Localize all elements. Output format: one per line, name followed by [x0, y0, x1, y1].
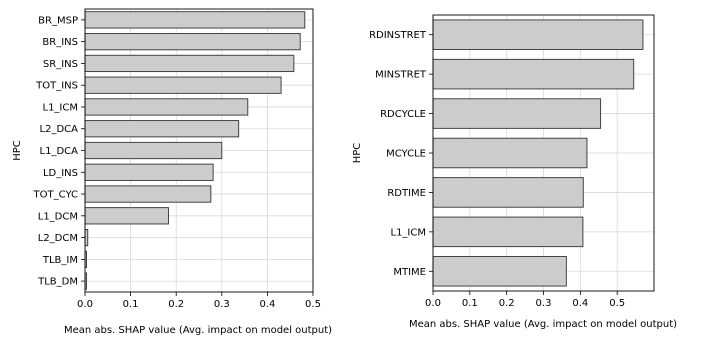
- bar-br-ins: [84, 33, 301, 51]
- y-tick-label: MINSTRET: [375, 70, 427, 81]
- bar-sr-ins: [84, 54, 295, 73]
- bar-minstret: [432, 58, 635, 90]
- bar-l1-icm: [432, 216, 584, 248]
- y-tick-label: L1_ICM: [391, 227, 427, 238]
- y-tick-label: SR_INS: [43, 59, 78, 70]
- x-tick-label: 0.1: [462, 298, 478, 309]
- y-tick-label: L1_ICM: [43, 102, 79, 113]
- y-tick-label: LD_INS: [43, 168, 78, 179]
- bar-tot-ins: [84, 76, 282, 94]
- bar-rdinstret: [432, 19, 644, 50]
- y-tick-label: BR_MSP: [38, 15, 78, 26]
- y-tick-label: TLB_IM: [42, 255, 78, 266]
- bar-l1-dca: [84, 141, 223, 160]
- bar-br-msp: [84, 11, 306, 29]
- axes-frame: [84, 8, 314, 293]
- x-tick-label: 0.0: [425, 298, 441, 309]
- x-tick-label: 0.3: [536, 298, 552, 309]
- bar-rdtime: [432, 177, 584, 208]
- y-tick-label: L2_DCM: [38, 233, 78, 244]
- y-tick-label: MTIME: [393, 267, 426, 278]
- shap-chart-right: RDINSTRET MINSTRET RDCYCLE MCYCLE RDTIME L1_I…: [352, 14, 677, 330]
- y-tick-label: TOT_CYC: [33, 190, 78, 201]
- x-tick-label: 0.5: [305, 299, 321, 310]
- y-tick-label: BR_INS: [42, 37, 78, 48]
- y-axis-title: HPC: [12, 140, 23, 161]
- y-tick-label: RDCYCLE: [380, 109, 426, 120]
- x-tick-label: 0.0: [77, 299, 93, 310]
- y-tick-label: TOT_INS: [35, 81, 78, 92]
- x-axis-title: Mean abs. SHAP value (Avg. impact on mod…: [64, 325, 332, 336]
- bar-tot-cyc: [84, 185, 212, 203]
- y-tick-label: RDTIME: [387, 188, 426, 199]
- y-tick-label: L1_DCM: [38, 211, 78, 222]
- x-tick-label: 0.4: [572, 298, 588, 309]
- bar-l2-dca: [84, 120, 240, 138]
- x-tick-label: 0.4: [259, 299, 275, 310]
- x-tick-label: 0.1: [123, 299, 139, 310]
- bar-mcycle: [432, 137, 588, 169]
- bar-rdcycle: [432, 98, 602, 129]
- y-tick-label: MCYCLE: [386, 149, 426, 160]
- y-tick-label: L1_DCA: [40, 146, 79, 157]
- bar-l1-icm: [84, 98, 249, 116]
- x-tick-label: 0.5: [609, 298, 625, 309]
- bar-mtime: [432, 256, 567, 287]
- y-tick-label: RDINSTRET: [369, 30, 427, 41]
- shap-chart-left: BR_MSP BR_INS SR_INS TOT_INS L1_ICM L2_DCA L1_…: [12, 8, 332, 336]
- x-tick-label: 0.3: [214, 299, 230, 310]
- x-tick-label: 0.2: [499, 298, 515, 309]
- x-tick-label: 0.2: [168, 299, 184, 310]
- x-axis-title: Mean abs. SHAP value (Avg. impact on mod…: [409, 319, 677, 330]
- bar-ld-ins: [84, 163, 214, 181]
- y-tick-label: L2_DCA: [40, 124, 79, 135]
- y-tick-label: TLB_DM: [37, 277, 78, 288]
- bar-l1-dcm: [84, 207, 169, 225]
- y-axis-title: HPC: [352, 143, 363, 164]
